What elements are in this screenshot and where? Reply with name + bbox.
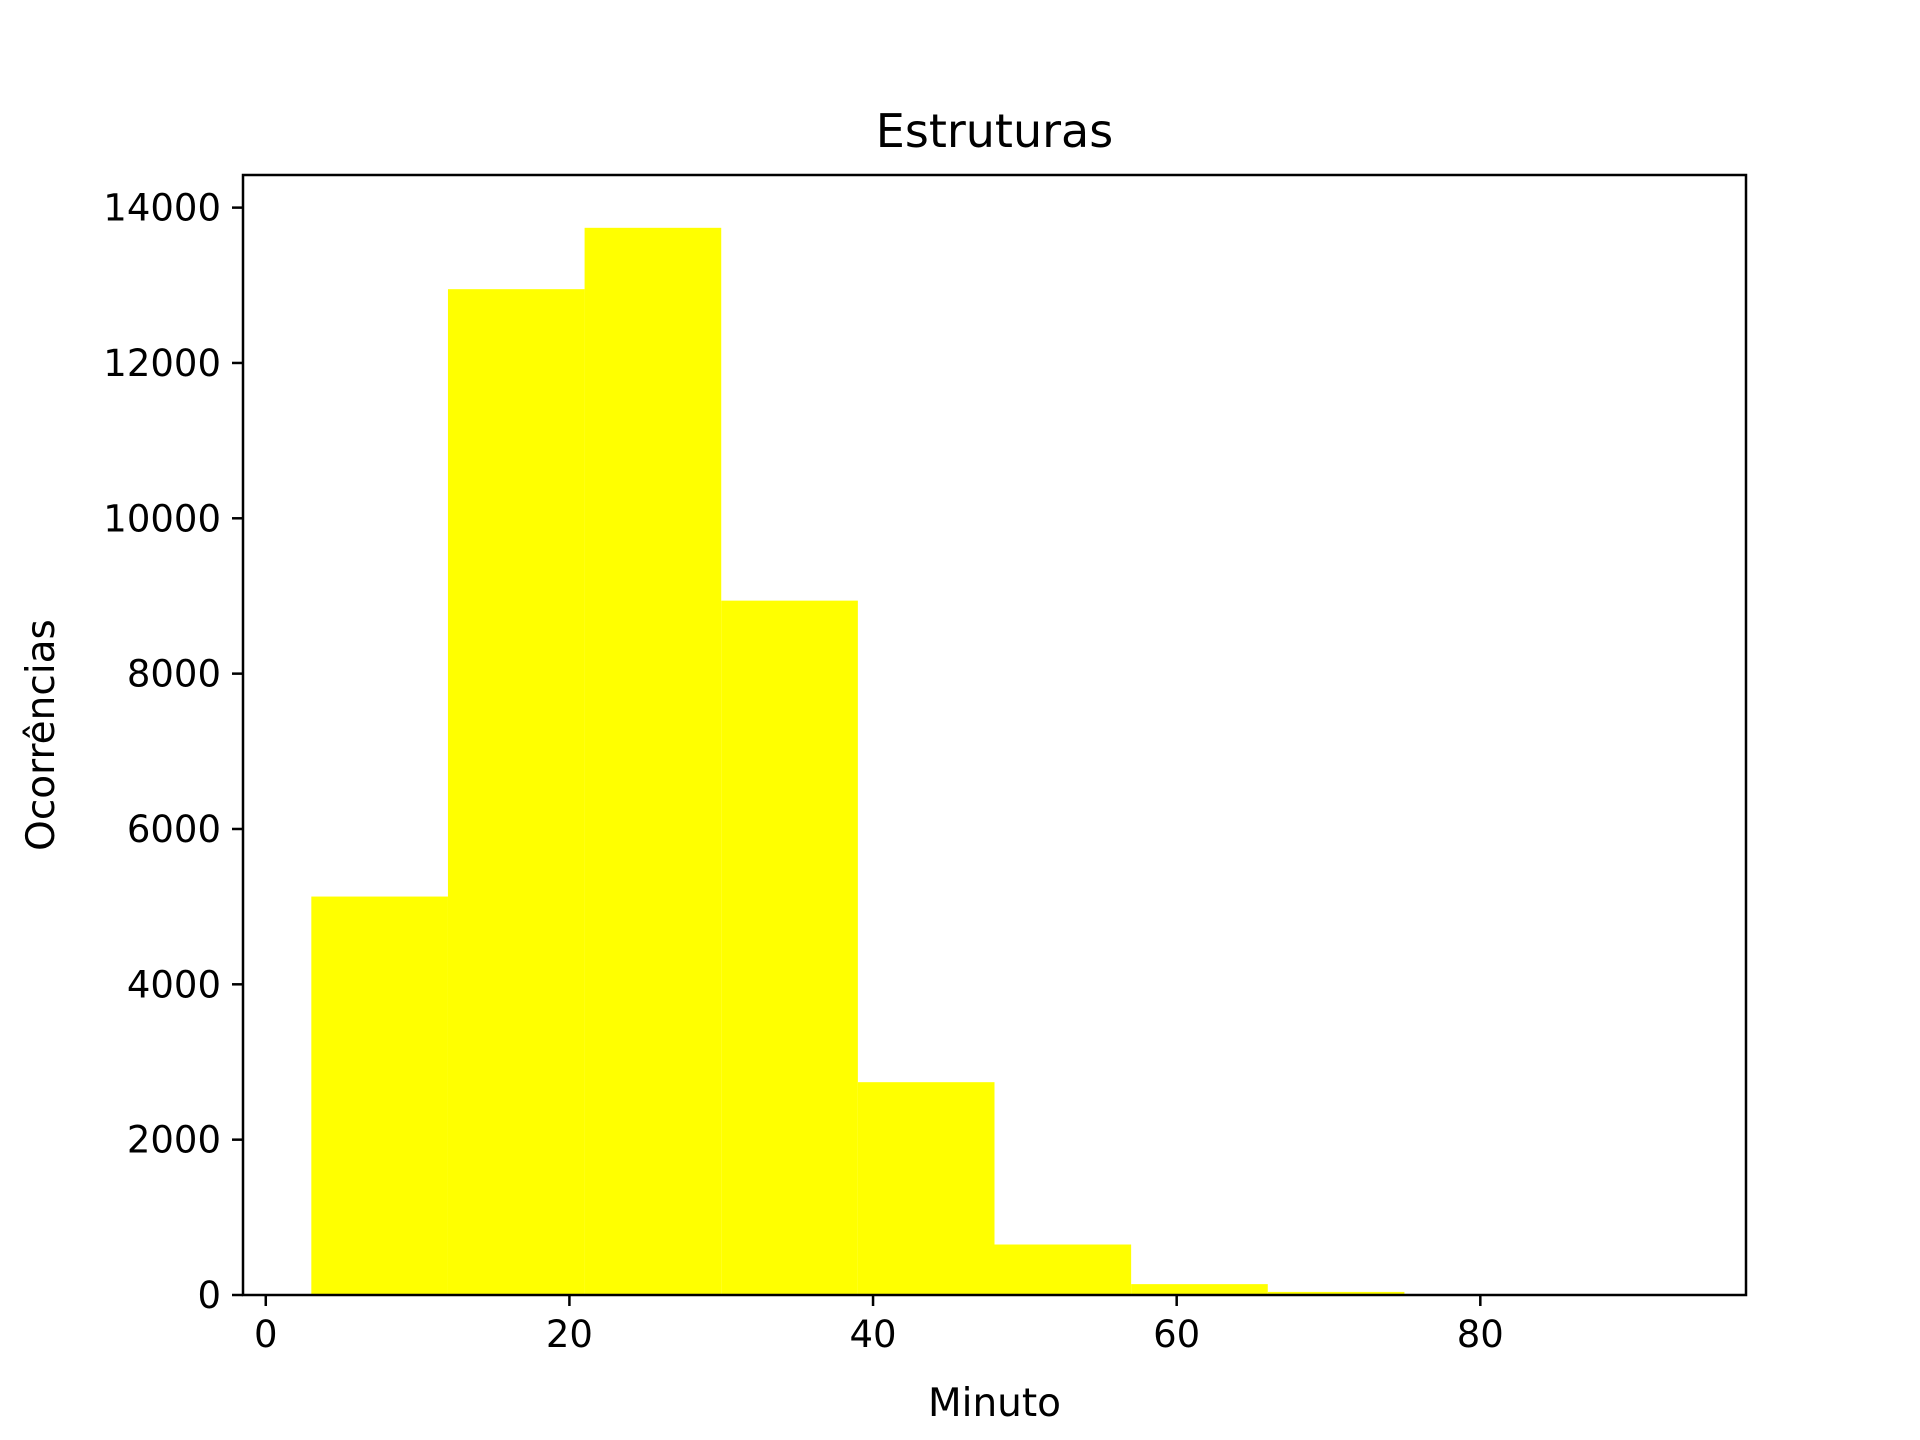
y-tick-label: 6000 <box>127 808 221 851</box>
y-tick-label: 12000 <box>103 342 221 385</box>
histogram-bar-5 <box>857 1082 995 1295</box>
histogram-bar-7 <box>1131 1284 1268 1295</box>
histogram-bar-4 <box>721 600 858 1295</box>
y-tick-label: 2000 <box>127 1119 221 1162</box>
y-axis-label: Ocorrências <box>19 619 64 851</box>
y-tick-label: 0 <box>197 1274 221 1317</box>
plot-frame <box>241 173 1748 1297</box>
chart-title: Estruturas <box>876 104 1113 158</box>
x-tick-label: 0 <box>254 1313 278 1356</box>
y-tick-label: 8000 <box>127 653 221 696</box>
x-axis-ticks: 0 20 40 60 80 <box>254 1295 1504 1356</box>
y-tick-label: 10000 <box>103 497 221 540</box>
y-tick-label: 14000 <box>103 187 221 230</box>
bars-group <box>311 227 1678 1295</box>
x-tick-label: 40 <box>849 1313 896 1356</box>
histogram-bar-1 <box>311 896 448 1295</box>
x-tick-label: 80 <box>1457 1313 1504 1356</box>
histogram-bar-2 <box>447 289 585 1295</box>
histogram-bar-6 <box>994 1244 1132 1295</box>
histogram-bar-3 <box>584 227 722 1295</box>
histogram-bar-8 <box>1267 1291 1405 1295</box>
y-tick-label: 4000 <box>127 963 221 1006</box>
x-tick-label: 60 <box>1153 1313 1200 1356</box>
y-axis-ticks: 0 2000 4000 6000 8000 10000 12000 14000 <box>103 187 243 1317</box>
x-tick-label: 20 <box>546 1313 593 1356</box>
x-axis-label: Minuto <box>928 1381 1061 1426</box>
